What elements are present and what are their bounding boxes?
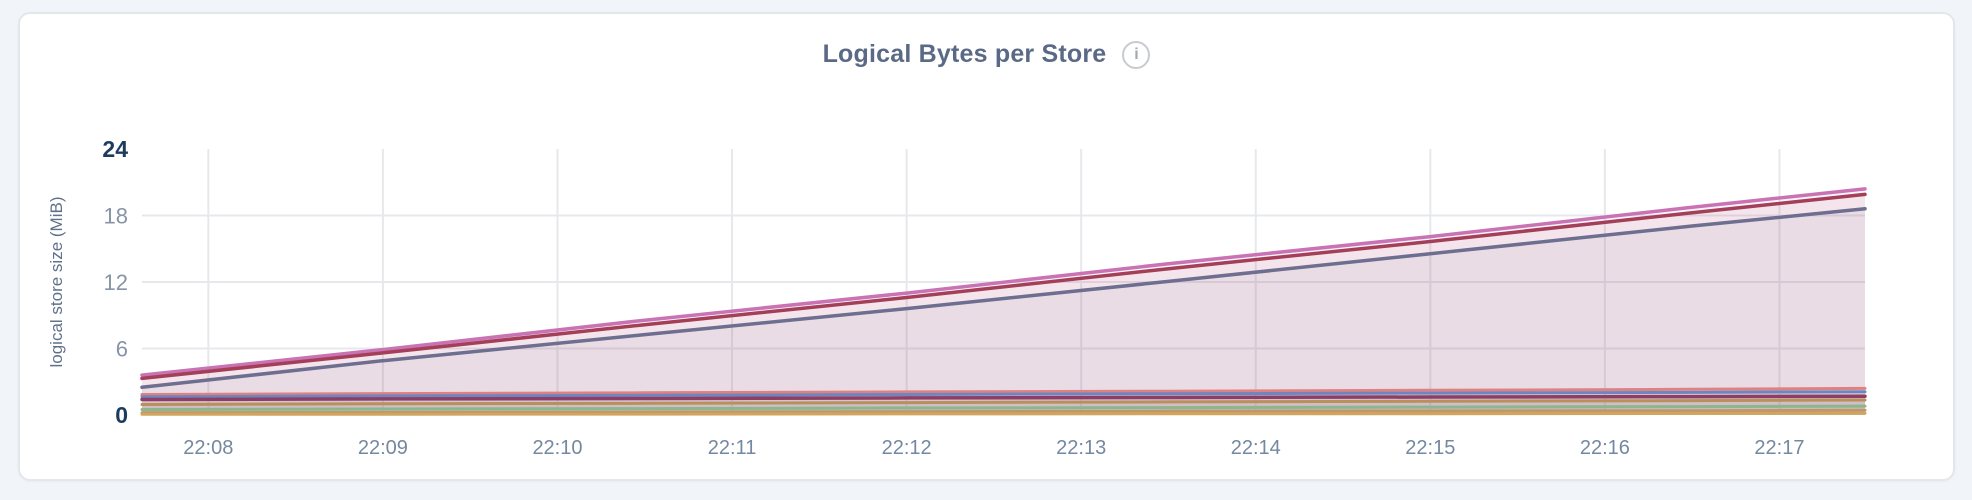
y-tick-label: 12 [104, 270, 128, 295]
series-line-store-1 [140, 187, 1867, 377]
series-area-store-1 [142, 188, 1865, 415]
series-line-store-9 [140, 408, 1867, 415]
x-tick-label: 22:14 [1231, 437, 1281, 459]
series-area-store-2 [142, 194, 1865, 415]
chart-title: Logical Bytes per Store [822, 40, 1107, 68]
y-tick-label: 24 [102, 136, 128, 162]
series-line-store-6 [140, 394, 1867, 402]
y-tick-label: 0 [115, 402, 128, 428]
x-tick-label: 22:09 [358, 437, 408, 459]
x-tick-label: 22:15 [1405, 437, 1455, 459]
y-tick-label: 6 [116, 337, 128, 362]
x-tick-label: 22:08 [183, 437, 233, 459]
series-line-store-10 [140, 411, 1867, 416]
series-line-store-4 [140, 386, 1867, 396]
series-line-store-5 [140, 390, 1867, 399]
series-line-store-3 [140, 207, 1867, 390]
x-tick-label: 22:12 [882, 437, 932, 459]
x-tick-label: 22:10 [532, 437, 582, 459]
series-line-store-7 [140, 398, 1867, 406]
series-line-store-8 [140, 404, 1867, 411]
info-icon[interactable]: i [1122, 40, 1151, 69]
series-line-store-2 [140, 192, 1867, 381]
metric-chart-card: Logical Bytes per Store i logical store … [18, 12, 1955, 481]
x-tick-label: 22:17 [1754, 437, 1804, 459]
series-area-store-3 [142, 208, 1865, 415]
x-tick-label: 22:16 [1580, 437, 1630, 459]
x-tick-label: 22:11 [708, 437, 757, 459]
plot-area[interactable] [142, 149, 1865, 415]
chart: 0 6 12 18 24 22:08 22:09 22:10 22:11 22:12 22:13 22… [102, 136, 1867, 459]
chart-header: Logical Bytes per Store i [20, 40, 1953, 69]
x-tick-label: 22:13 [1056, 437, 1106, 459]
y-tick-label: 18 [104, 204, 128, 229]
